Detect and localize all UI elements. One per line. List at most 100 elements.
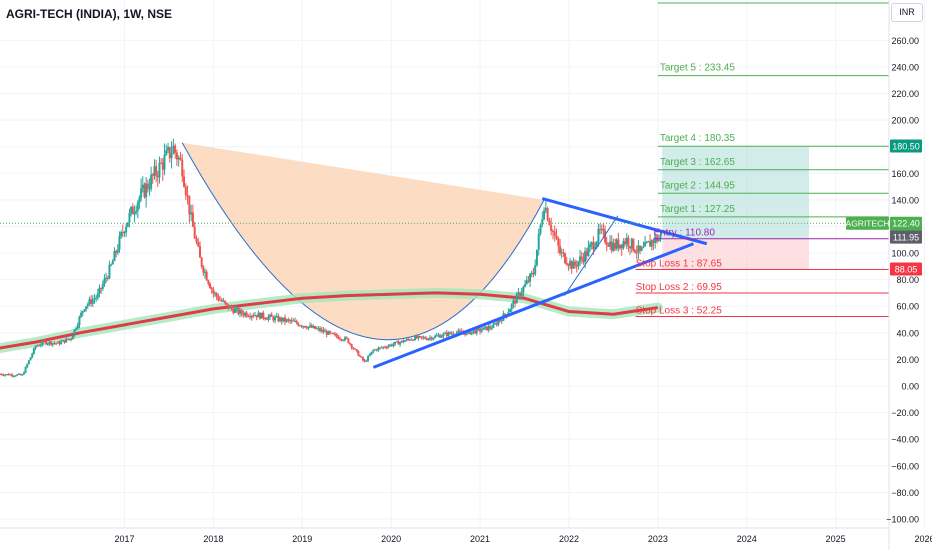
candle-body	[425, 338, 428, 340]
target-label: Target 6 : 288.85	[660, 0, 735, 1]
candle-body	[567, 264, 570, 266]
price-badge-label: 122.40	[892, 218, 920, 228]
candle-body	[442, 333, 445, 337]
candle-body	[41, 341, 44, 345]
price-badge	[890, 230, 922, 244]
candle-body	[131, 206, 134, 215]
candle-body	[290, 320, 293, 322]
y-tick-label: −80.00	[891, 488, 919, 498]
candle-body	[389, 344, 392, 346]
candle-body	[0, 374, 3, 376]
x-tick-label: 2017	[114, 534, 134, 544]
candle-body	[136, 202, 139, 211]
candle-body	[550, 225, 553, 231]
candle-body	[475, 328, 478, 334]
candle-body	[179, 157, 182, 160]
candle-body	[592, 242, 595, 250]
candle-body	[12, 375, 15, 377]
candle-body	[130, 206, 133, 213]
candle-body	[417, 336, 420, 339]
candle-body	[485, 326, 488, 331]
price-badge	[890, 262, 922, 276]
candle-body	[327, 331, 330, 335]
price-badge	[890, 139, 922, 153]
candle-body	[287, 319, 290, 321]
candle-body	[113, 251, 116, 262]
candle-body	[85, 306, 88, 310]
x-tick-label: 2025	[826, 534, 846, 544]
candle-body	[527, 280, 530, 282]
candle-body	[207, 280, 210, 284]
candle-body	[190, 212, 193, 215]
candle-body	[559, 245, 562, 254]
candle-body	[357, 351, 360, 356]
candle-body	[7, 374, 10, 376]
candle-body	[167, 147, 170, 151]
candle-body	[492, 323, 495, 328]
candle-body	[158, 162, 161, 178]
y-tick-label: 160.00	[891, 169, 919, 179]
candle-body	[584, 251, 587, 263]
candle-body	[575, 264, 578, 267]
candle-body	[294, 321, 297, 323]
candle-body	[199, 246, 202, 258]
candle-body	[93, 298, 96, 300]
candle-body	[617, 239, 620, 249]
candle-body	[445, 332, 448, 337]
candle-body	[21, 374, 24, 376]
candle-body	[590, 242, 593, 245]
y-tick-label: 40.00	[896, 328, 919, 338]
candle-body	[252, 315, 255, 317]
candle-body	[181, 159, 184, 177]
candle-body	[224, 300, 227, 303]
candle-body	[188, 195, 191, 215]
currency-button[interactable]: INR	[891, 3, 923, 22]
candle-body	[582, 258, 585, 263]
candle-body	[379, 347, 382, 349]
candle-body	[191, 212, 194, 227]
candle-body	[405, 339, 408, 341]
candle-body	[58, 341, 61, 345]
candle-body	[324, 331, 327, 333]
candle-body	[330, 332, 333, 334]
candle-body	[620, 244, 623, 249]
candle-body	[632, 238, 635, 251]
candle-body	[242, 313, 245, 316]
candle-body	[222, 300, 225, 302]
candle-body	[143, 184, 146, 198]
candle-body	[634, 250, 637, 253]
candle-body	[81, 311, 84, 313]
candle-body	[472, 330, 475, 332]
candle-body	[73, 329, 76, 336]
candle-body	[384, 346, 387, 348]
y-tick-label: −20.00	[891, 408, 919, 418]
candle-body	[390, 344, 393, 346]
candle-body	[529, 274, 532, 282]
price-badge-label: 88.05	[895, 264, 918, 274]
candle-body	[368, 354, 371, 357]
candle-body	[50, 341, 53, 345]
candle-body	[555, 235, 558, 239]
candle-body	[515, 294, 518, 304]
candle-body	[43, 341, 46, 343]
y-tick-label: 80.00	[896, 275, 919, 285]
candle-body	[68, 338, 71, 340]
candle-body	[317, 328, 320, 330]
candle-body	[602, 228, 605, 231]
candle-body	[543, 210, 546, 220]
candle-body	[469, 330, 472, 335]
candle-body	[320, 329, 323, 331]
candle-body	[123, 232, 126, 234]
candle-body	[63, 340, 66, 343]
candle-body	[202, 266, 205, 273]
y-tick-label: 140.00	[891, 195, 919, 205]
candle-body	[565, 262, 568, 265]
candle-body	[146, 183, 149, 189]
candle-body	[217, 296, 220, 300]
candle-body	[115, 251, 118, 253]
candle-body	[407, 339, 410, 341]
candle-body	[0, 374, 1, 376]
candle-body	[305, 327, 308, 329]
candle-body	[108, 264, 111, 279]
